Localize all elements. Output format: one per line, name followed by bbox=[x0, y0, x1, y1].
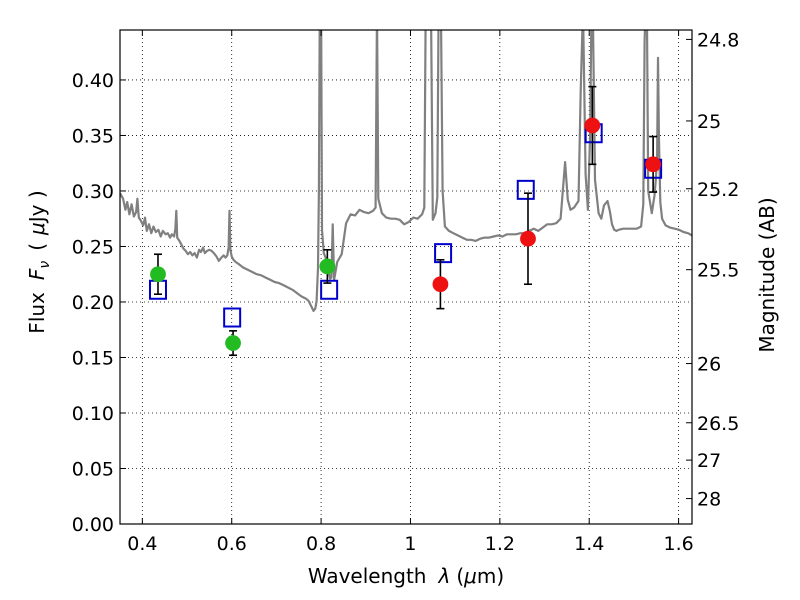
y-tick-label: 0.15 bbox=[72, 347, 114, 369]
x-tick-label: 0.4 bbox=[127, 533, 157, 555]
right-tick-label: 25 bbox=[697, 111, 721, 133]
spectrum-line bbox=[120, 30, 692, 312]
x-tick-label: 0.8 bbox=[306, 533, 336, 555]
plot-background bbox=[120, 30, 692, 524]
y-tick-label: 0.25 bbox=[72, 236, 114, 258]
x-tick-label: 1.2 bbox=[485, 533, 515, 555]
observed-point-marker bbox=[225, 335, 241, 351]
model-square-marker bbox=[434, 243, 453, 264]
model-square-marker bbox=[223, 307, 242, 328]
x-tick-label: 0.6 bbox=[217, 533, 247, 555]
y-tick-label: 0.10 bbox=[72, 403, 114, 425]
observed-point-marker bbox=[584, 117, 601, 134]
x-tick-label: 1.4 bbox=[574, 533, 604, 555]
right-tick-label: 27 bbox=[697, 450, 721, 472]
y-axis-label: FluxFν(μJy ) bbox=[25, 190, 53, 333]
model-square-marker bbox=[320, 279, 339, 300]
x-axis-label: Wavelength λ (μm) bbox=[308, 564, 504, 588]
right-tick-label: 26 bbox=[697, 354, 721, 376]
right-axis-label: Magnitude (AB) bbox=[755, 197, 779, 352]
ticks: 0.4 0.6 0.8 1 1.2 1.4 1.6 0.00 0.05 0.10 0.15 0.20 0… bbox=[72, 29, 740, 555]
right-tick-label: 28 bbox=[697, 489, 721, 511]
observed-point-marker bbox=[150, 266, 166, 283]
plot-frame bbox=[119, 29, 693, 525]
model-square-marker bbox=[516, 179, 535, 200]
x-tick-label: 1.6 bbox=[663, 533, 693, 555]
observed-point-marker bbox=[432, 276, 449, 293]
y-tick-label: 0.35 bbox=[72, 125, 114, 147]
observed-point-marker bbox=[520, 230, 536, 247]
observed-point-marker bbox=[319, 258, 336, 275]
x-tick-label: 1 bbox=[404, 533, 416, 555]
y-tick-label: 0.40 bbox=[72, 70, 114, 92]
right-tick-label: 25.2 bbox=[697, 179, 739, 201]
y-tick-label: 0.20 bbox=[72, 292, 114, 314]
right-tick-label: 26.5 bbox=[697, 413, 739, 435]
right-tick-label: 25.5 bbox=[697, 260, 739, 282]
y-tick-label: 0.30 bbox=[72, 181, 114, 203]
observed-point-marker bbox=[645, 156, 662, 173]
data-layer bbox=[120, 30, 692, 357]
y-tick-label: 0.00 bbox=[72, 514, 114, 536]
y-tick-label: 0.05 bbox=[72, 458, 114, 480]
right-tick-label: 24.8 bbox=[697, 29, 739, 51]
